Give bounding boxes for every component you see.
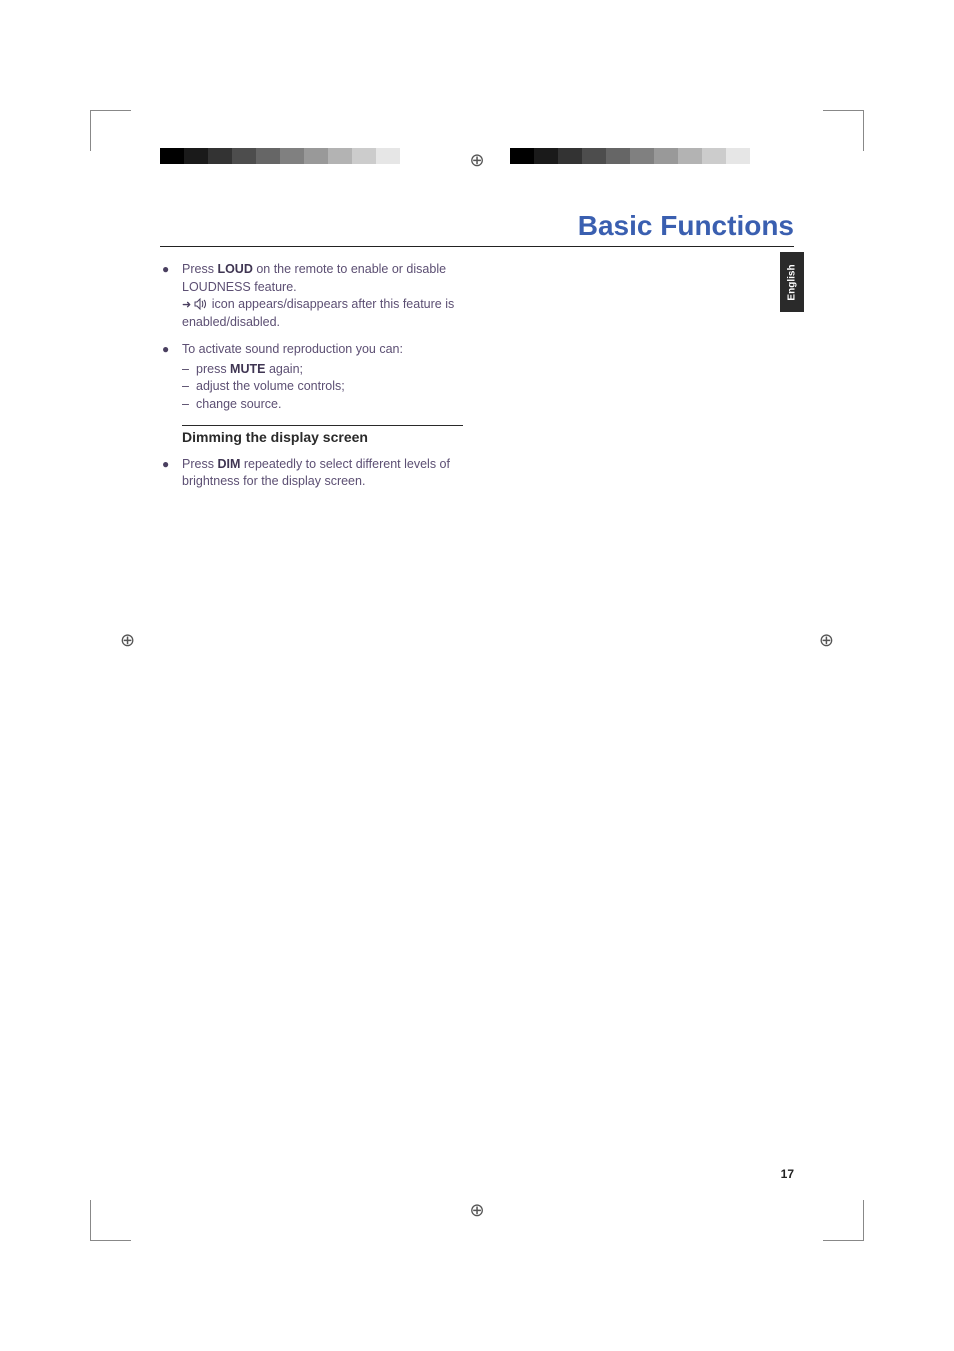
body-text: Press [182, 457, 217, 471]
language-tab-label: English [787, 264, 798, 300]
body-text: adjust the volume controls; [196, 379, 345, 393]
colorbar-swatch [208, 148, 232, 164]
content-list: Press LOUD on the remote to enable or di… [160, 261, 463, 413]
column-right [491, 261, 794, 501]
page-content: Basic Functions English Press LOUD on th… [160, 190, 794, 1181]
body-text: Press [182, 262, 217, 276]
section-title: Basic Functions [160, 210, 794, 242]
colorbar-swatch [582, 148, 606, 164]
subheading-rule [182, 425, 463, 426]
crop-mark [823, 1200, 864, 1241]
crop-mark [90, 110, 131, 151]
sub-list-item: change source. [182, 396, 463, 414]
column-left: Press LOUD on the remote to enable or di… [160, 261, 463, 501]
colorbar-swatch [184, 148, 208, 164]
bold-text: MUTE [230, 362, 265, 376]
colorbar-swatch [510, 148, 534, 164]
registration-mark-icon: ⊕ [469, 150, 484, 171]
crop-mark [823, 110, 864, 151]
print-colorbar [510, 148, 774, 164]
list-item: To activate sound reproduction you can: p… [160, 341, 463, 413]
colorbar-swatch [678, 148, 702, 164]
colorbar-swatch [726, 148, 750, 164]
colorbar-swatch [750, 148, 774, 164]
print-colorbar [160, 148, 424, 164]
body-text: icon appears/disappears after this featu… [182, 297, 454, 329]
colorbar-swatch [328, 148, 352, 164]
body-text: change source. [196, 397, 281, 411]
bold-text: DIM [217, 457, 240, 471]
content-list: Press DIM repeatedly to select different… [160, 456, 463, 491]
subheading: Dimming the display screen [182, 428, 463, 448]
sub-list: press MUTE again;adjust the volume contr… [182, 361, 463, 414]
list-item: Press DIM repeatedly to select different… [160, 456, 463, 491]
result-line: icon appears/disappears after this featu… [182, 296, 463, 331]
colorbar-swatch [160, 148, 184, 164]
colorbar-swatch [256, 148, 280, 164]
title-rule [160, 246, 794, 247]
language-tab: English [780, 252, 804, 312]
page-number: 17 [781, 1167, 794, 1181]
registration-mark-icon: ⊕ [819, 630, 834, 651]
body-columns: Press LOUD on the remote to enable or di… [160, 261, 794, 501]
colorbar-swatch [400, 148, 424, 164]
colorbar-swatch [606, 148, 630, 164]
list-item: Press LOUD on the remote to enable or di… [160, 261, 463, 331]
bold-text: LOUD [217, 262, 252, 276]
colorbar-swatch [558, 148, 582, 164]
colorbar-swatch [376, 148, 400, 164]
crop-mark [90, 1200, 131, 1241]
colorbar-swatch [702, 148, 726, 164]
colorbar-swatch [654, 148, 678, 164]
colorbar-swatch [280, 148, 304, 164]
body-text: To activate sound reproduction you can: [182, 342, 403, 356]
colorbar-swatch [232, 148, 256, 164]
colorbar-swatch [304, 148, 328, 164]
colorbar-swatch [352, 148, 376, 164]
sub-list-item: adjust the volume controls; [182, 378, 463, 396]
colorbar-swatch [630, 148, 654, 164]
body-text: press [196, 362, 230, 376]
colorbar-swatch [534, 148, 558, 164]
body-text: again; [265, 362, 303, 376]
registration-mark-icon: ⊕ [120, 630, 135, 651]
speaker-icon [194, 298, 208, 310]
sub-list-item: press MUTE again; [182, 361, 463, 379]
registration-mark-icon: ⊕ [469, 1200, 484, 1221]
